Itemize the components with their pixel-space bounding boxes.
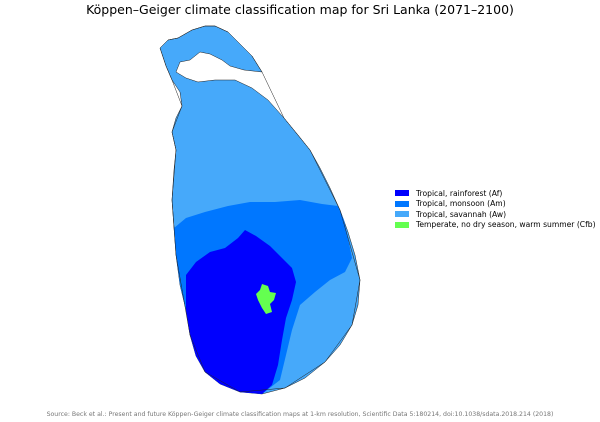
legend-swatch-cfb — [395, 221, 409, 228]
region-af — [186, 230, 296, 394]
legend-item-aw: Tropical, savannah (Aw) — [395, 209, 596, 220]
legend: Tropical, rainforest (Af) Tropical, mons… — [395, 188, 596, 230]
region-cfb — [256, 284, 276, 314]
legend-swatch-af — [395, 190, 409, 197]
legend-label-am: Tropical, monsoon (Am) — [416, 199, 506, 209]
map-title: Köppen–Geiger climate classification map… — [86, 2, 514, 17]
legend-swatch-aw — [395, 211, 409, 218]
legend-label-af: Tropical, rainforest (Af) — [416, 188, 503, 198]
legend-swatch-am — [395, 200, 409, 207]
legend-label-aw: Tropical, savannah (Aw) — [416, 209, 507, 219]
legend-item-af: Tropical, rainforest (Af) — [395, 188, 596, 199]
coastline — [159, 25, 361, 393]
source-note: Source: Beck et al.: Present and future … — [46, 411, 554, 418]
legend-item-am: Tropical, monsoon (Am) — [395, 199, 596, 210]
legend-label-cfb: Temperate, no dry season, warm summer (C… — [416, 220, 596, 230]
legend-item-cfb: Temperate, no dry season, warm summer (C… — [395, 220, 596, 231]
